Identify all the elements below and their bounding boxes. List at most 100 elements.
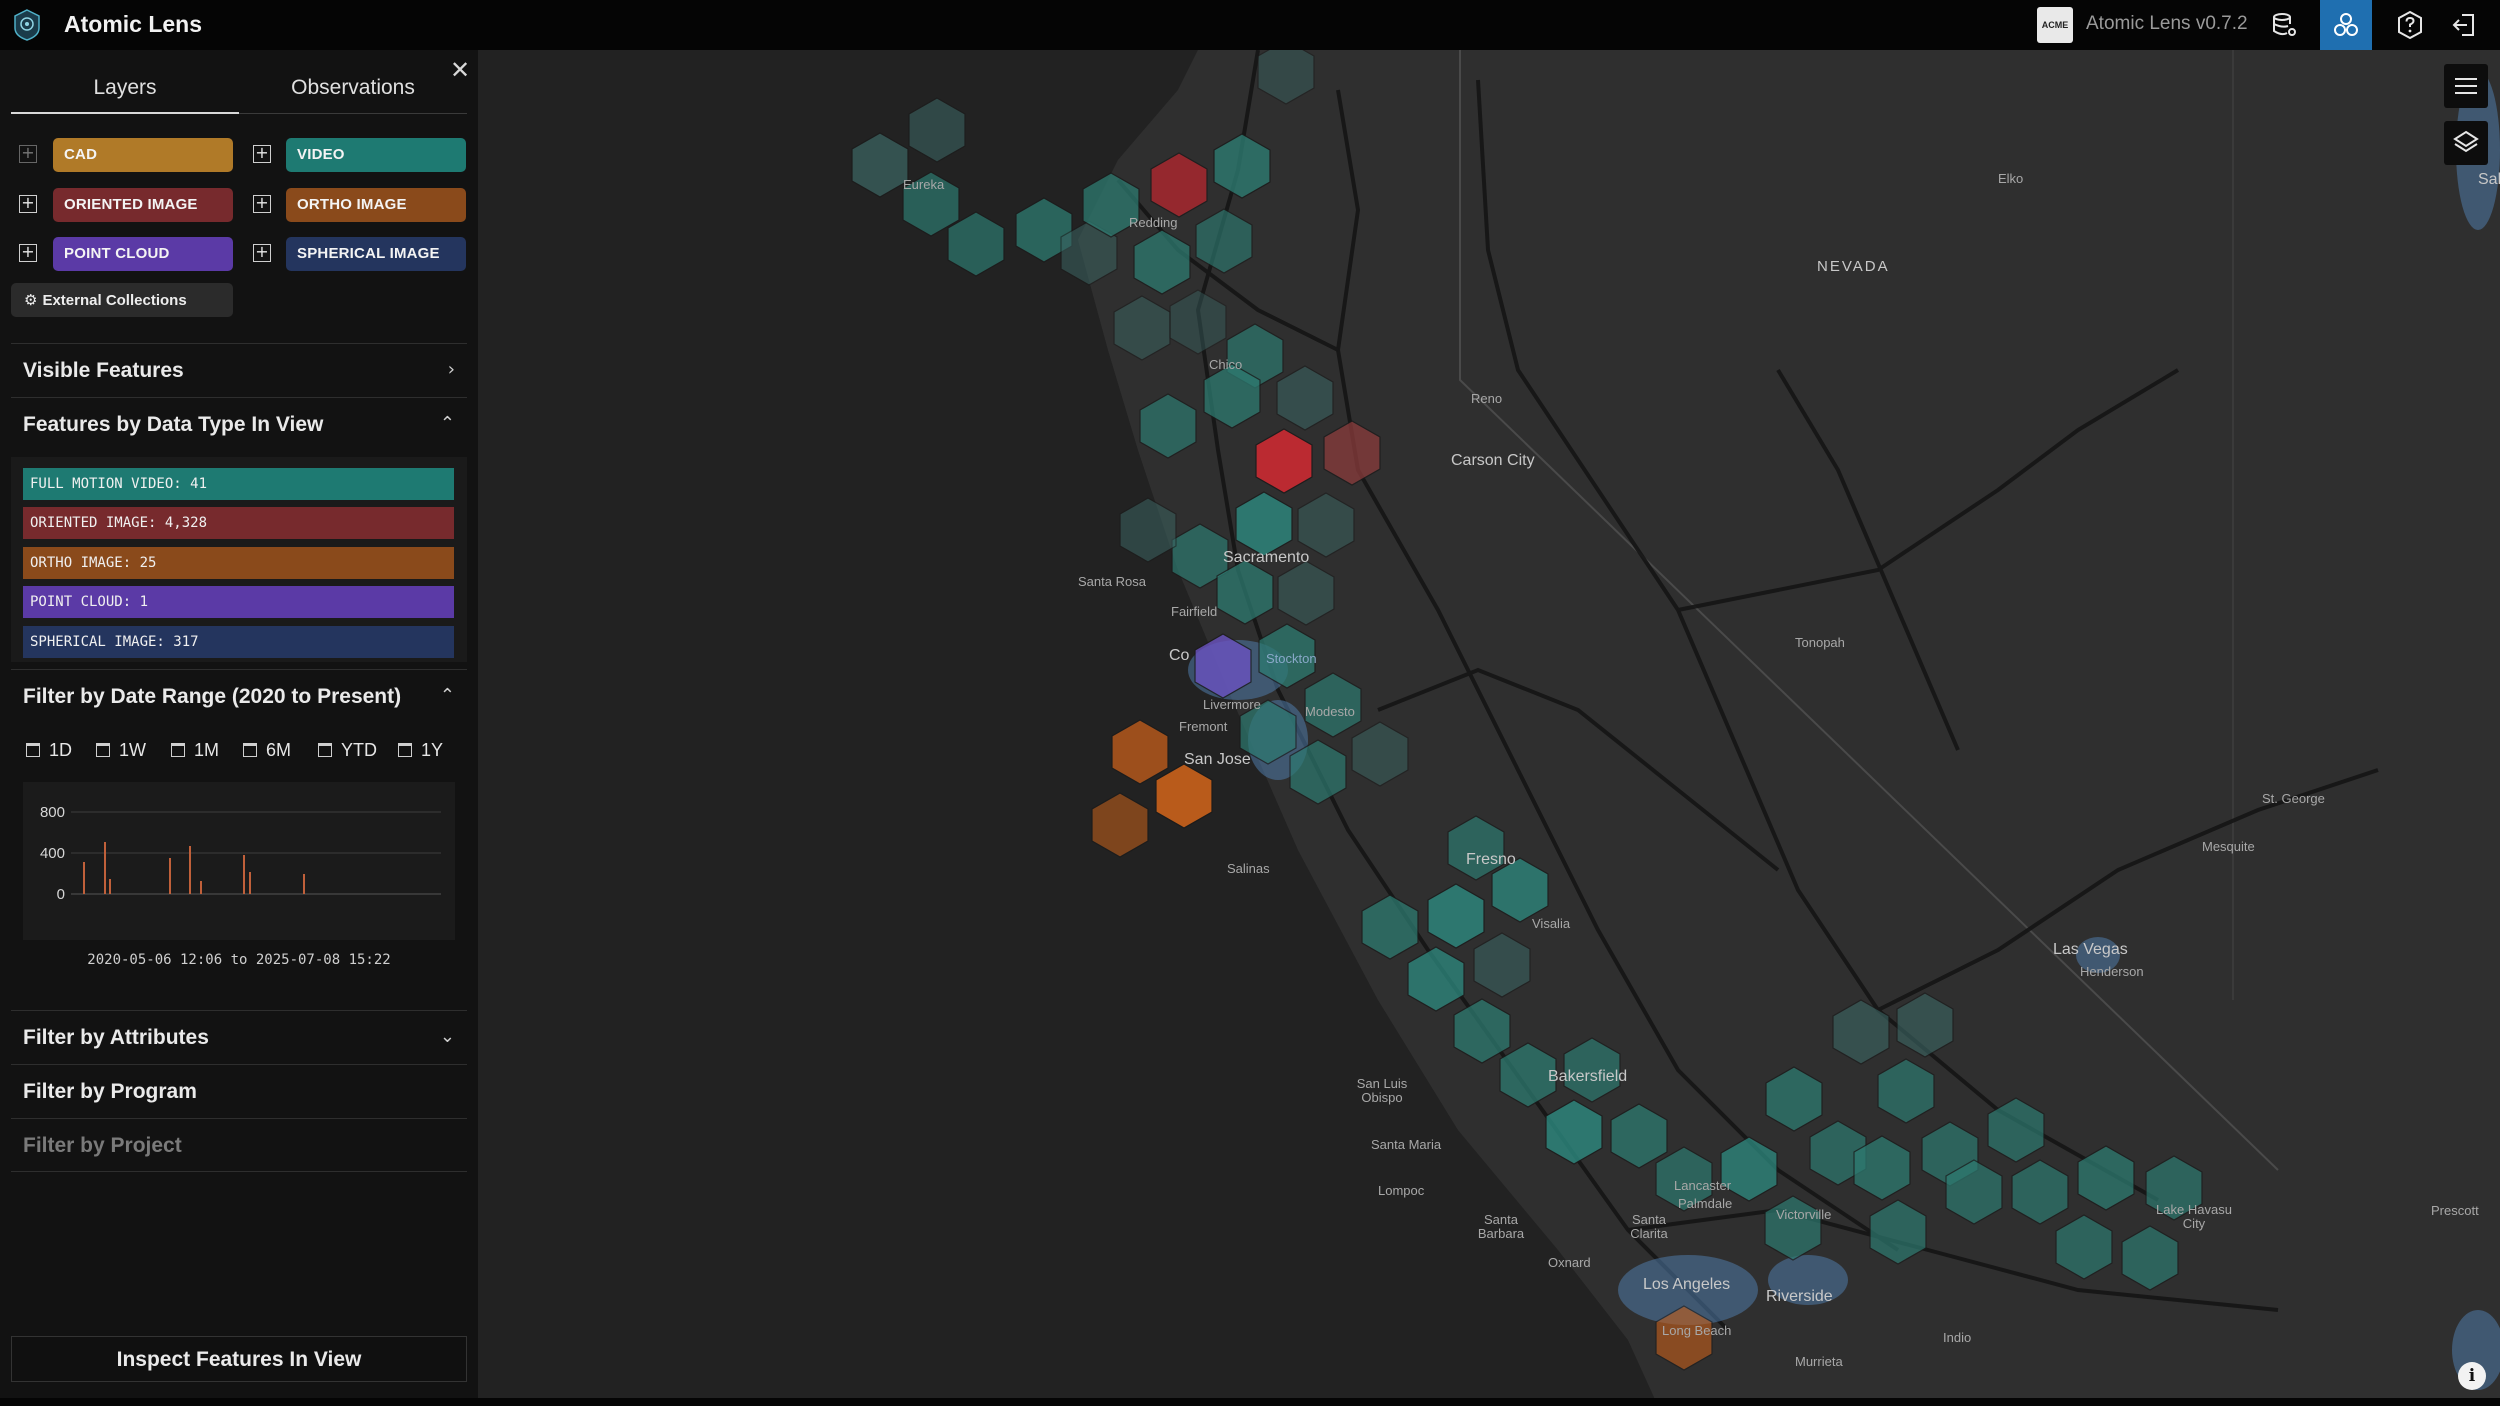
basemap-layers-button[interactable]: [2444, 121, 2488, 165]
feature-type-oriented-image[interactable]: ORIENTED IMAGE: 4,328: [23, 507, 454, 539]
hexbin-fmv[interactable]: [1720, 1136, 1778, 1202]
map-attribution-info-icon[interactable]: i: [2458, 1362, 2486, 1390]
hexbin-fmv[interactable]: [1447, 815, 1505, 881]
hexbin-fmv[interactable]: [1082, 172, 1140, 238]
date-preset-1d[interactable]: 1D: [26, 740, 72, 761]
hexbin-ortho-image[interactable]: [1091, 792, 1149, 858]
hexbin-fmv[interactable]: [1655, 1146, 1713, 1212]
tab-observations[interactable]: Observations: [291, 76, 415, 99]
hexbin-fmv[interactable]: [1276, 365, 1334, 431]
hexbin-fmv[interactable]: [1361, 894, 1419, 960]
hexbin-fmv[interactable]: [1869, 1199, 1927, 1265]
hexbin-fmv[interactable]: [1832, 999, 1890, 1065]
close-sidebar-icon[interactable]: ✕: [450, 57, 471, 84]
hexbin-fmv[interactable]: [1203, 363, 1261, 429]
hexbin-fmv[interactable]: [1257, 50, 1315, 105]
visible-features-header[interactable]: Visible Features ›: [11, 343, 467, 397]
hexbin-ortho-image[interactable]: [1111, 719, 1169, 785]
date-preset-ytd[interactable]: YTD: [318, 740, 377, 761]
inspect-features-button[interactable]: Inspect Features In View: [11, 1336, 467, 1382]
layer-chip-point-cloud[interactable]: POINT CLOUD: [53, 237, 233, 271]
hexbin-fmv[interactable]: [908, 97, 966, 163]
date-preset-6m[interactable]: 6M: [243, 740, 291, 761]
date-range-header[interactable]: Filter by Date Range (2020 to Present) ⌃: [11, 669, 467, 723]
hexbin-fmv[interactable]: [1809, 1120, 1867, 1186]
hexbin-fmv[interactable]: [1427, 883, 1485, 949]
hexbin-fmv[interactable]: [1896, 992, 1954, 1058]
hexbin-fmv[interactable]: [1304, 672, 1362, 738]
hexbin-ortho-image[interactable]: [1655, 1305, 1713, 1371]
hexbin-fmv[interactable]: [2011, 1159, 2069, 1225]
hexbin-fmv[interactable]: [2077, 1145, 2135, 1211]
hexbin-fmv[interactable]: [851, 132, 909, 198]
hexbin-fmv[interactable]: [902, 171, 960, 237]
hexbin-fmv[interactable]: [1235, 491, 1293, 557]
date-histogram[interactable]: 800 400 0: [23, 782, 455, 940]
hexbin-oriented-image[interactable]: [1255, 428, 1313, 494]
hexbin-oriented-image[interactable]: [1323, 420, 1381, 486]
date-preset-1m[interactable]: 1M: [171, 740, 219, 761]
hexbin-fmv[interactable]: [1407, 946, 1465, 1012]
hexbin-fmv[interactable]: [2145, 1155, 2203, 1221]
hexbin-fmv[interactable]: [1060, 220, 1118, 286]
hexbin-fmv[interactable]: [1877, 1058, 1935, 1124]
layer-chip-spherical-image[interactable]: SPHERICAL IMAGE: [286, 237, 466, 271]
hexbin-fmv[interactable]: [1610, 1103, 1668, 1169]
toggle-ortho-image-layer-icon[interactable]: +: [253, 195, 271, 213]
program-filter-header[interactable]: Filter by Program: [11, 1064, 467, 1118]
layer-chip-ortho-image[interactable]: ORTHO IMAGE: [286, 188, 466, 222]
hexbin-ortho-image[interactable]: [1155, 763, 1213, 829]
feature-type-spherical-image[interactable]: SPHERICAL IMAGE: 317: [23, 626, 454, 658]
hexbin-point-cloud[interactable]: [1194, 633, 1252, 699]
hexbin-fmv[interactable]: [947, 211, 1005, 277]
layer-chip-cad[interactable]: CAD: [53, 138, 233, 172]
hexbin-fmv[interactable]: [1139, 393, 1197, 459]
hexbin-fmv[interactable]: [1239, 699, 1297, 765]
toggle-cad-layer-icon[interactable]: +: [19, 145, 37, 163]
hexbin-fmv[interactable]: [1764, 1195, 1822, 1261]
hexbin-fmv[interactable]: [1289, 739, 1347, 805]
toggle-point-cloud-layer-icon[interactable]: +: [19, 244, 37, 262]
hexbin-fmv[interactable]: [1853, 1135, 1911, 1201]
collections-button[interactable]: [2320, 0, 2372, 50]
hexbin-fmv[interactable]: [1453, 998, 1511, 1064]
features-by-type-header[interactable]: Features by Data Type In View ⌃: [11, 397, 467, 451]
date-preset-1w[interactable]: 1W: [96, 740, 146, 761]
hexbin-fmv[interactable]: [1258, 623, 1316, 689]
attributes-filter-header[interactable]: Filter by Attributes ⌄: [11, 1010, 467, 1064]
hexbin-fmv[interactable]: [1216, 559, 1274, 625]
hexbin-fmv[interactable]: [2055, 1214, 2113, 1280]
hexbin-fmv[interactable]: [1277, 560, 1335, 626]
feature-type-ortho-image[interactable]: ORTHO IMAGE: 25: [23, 547, 454, 579]
hexbin-fmv[interactable]: [1297, 492, 1355, 558]
hexbin-fmv[interactable]: [1213, 133, 1271, 199]
hexbin-fmv[interactable]: [1133, 229, 1191, 295]
date-preset-1y[interactable]: 1Y: [398, 740, 443, 761]
toggle-video-layer-icon[interactable]: +: [253, 145, 271, 163]
hexbin-fmv[interactable]: [1491, 857, 1549, 923]
hexbin-fmv[interactable]: [1545, 1099, 1603, 1165]
hexbin-fmv[interactable]: [1169, 289, 1227, 355]
external-collections-button[interactable]: ⚙ External Collections: [11, 283, 233, 317]
layer-chip-oriented-image[interactable]: ORIENTED IMAGE: [53, 188, 233, 222]
hexbin-fmv[interactable]: [1015, 197, 1073, 263]
hexbin-fmv[interactable]: [1945, 1159, 2003, 1225]
toggle-spherical-image-layer-icon[interactable]: +: [253, 244, 271, 262]
hexbin-fmv[interactable]: [1113, 295, 1171, 361]
hexbin-fmv[interactable]: [1563, 1037, 1621, 1103]
help-button[interactable]: [2384, 0, 2436, 50]
database-settings-button[interactable]: [2258, 0, 2310, 50]
map-view[interactable]: NEVADA Eureka Redding Chico Reno Carson …: [478, 50, 2500, 1406]
feature-type-point-cloud[interactable]: POINT CLOUD: 1: [23, 586, 454, 618]
feature-type-fmv[interactable]: FULL MOTION VIDEO: 41: [23, 468, 454, 500]
logout-button[interactable]: [2438, 0, 2490, 50]
hexbin-fmv[interactable]: [1473, 932, 1531, 998]
toggle-oriented-image-layer-icon[interactable]: +: [19, 195, 37, 213]
hexbin-fmv[interactable]: [1119, 497, 1177, 563]
hexbin-fmv[interactable]: [1499, 1042, 1557, 1108]
hexbin-fmv[interactable]: [1351, 721, 1409, 787]
map-menu-button[interactable]: [2444, 64, 2488, 108]
hexbin-fmv[interactable]: [1765, 1066, 1823, 1132]
tab-layers[interactable]: Layers: [93, 76, 157, 99]
hexbin-fmv[interactable]: [2121, 1225, 2179, 1291]
